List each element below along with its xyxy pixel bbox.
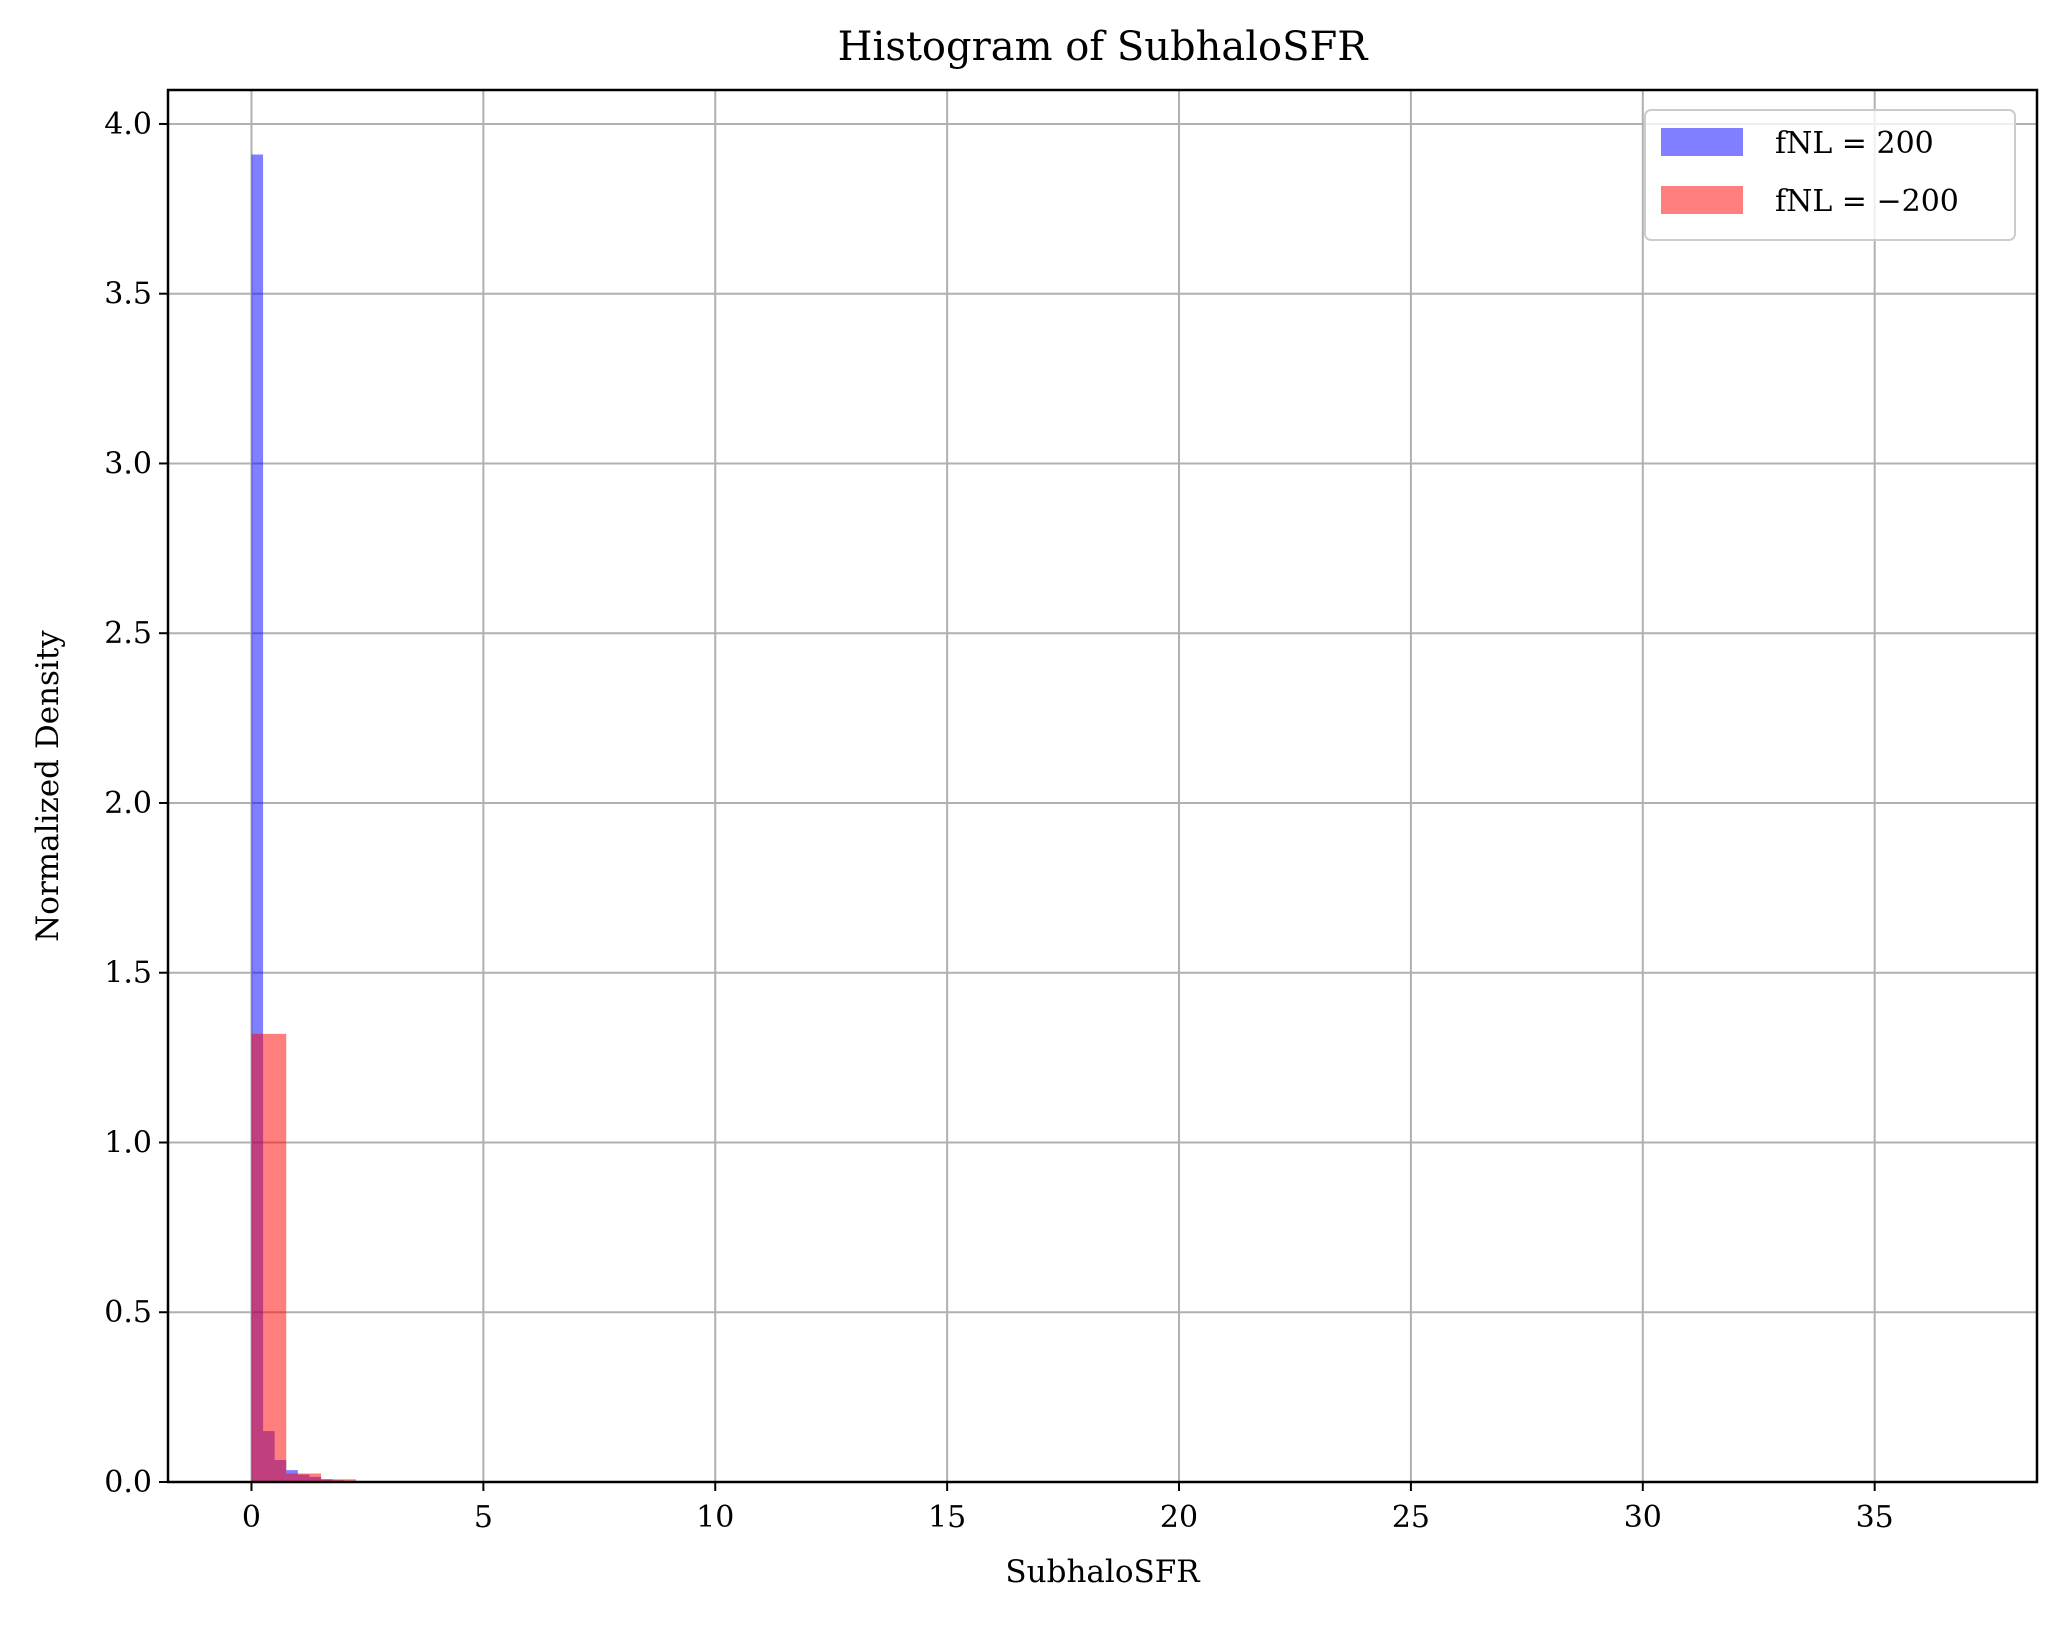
- legend-swatch-fnl-200: [1661, 128, 1743, 156]
- x-tick-label: 25: [1392, 1500, 1430, 1535]
- y-tick-label: 1.5: [104, 956, 152, 991]
- chart-title: Histogram of SubhaloSFR: [838, 24, 1370, 70]
- y-tick-label: 0.0: [104, 1465, 152, 1500]
- legend-swatch-fnl-minus-200: [1661, 186, 1743, 214]
- legend-label-fnl-minus-200: fNL = −200: [1775, 184, 1959, 219]
- y-tick-label: 1.0: [104, 1125, 152, 1160]
- x-tick-label: 5: [474, 1500, 493, 1535]
- x-axis-label: SubhaloSFR: [1005, 1554, 1201, 1590]
- grid-lines: [168, 90, 2037, 1483]
- x-tick-label: 15: [928, 1500, 966, 1535]
- histogram-bar: [251, 1033, 287, 1482]
- x-tick-label: 0: [242, 1500, 261, 1535]
- y-tick-label: 2.5: [104, 616, 152, 651]
- legend-label-fnl-200: fNL = 200: [1775, 126, 1934, 161]
- y-tick-label: 4.0: [104, 107, 152, 142]
- y-axis-label: Normalized Density: [30, 630, 66, 942]
- histogram-bar: [321, 1479, 356, 1482]
- x-tick-label: 35: [1856, 1500, 1894, 1535]
- plot-area-frame: [166, 88, 2039, 1484]
- histogram-bar: [251, 154, 264, 1482]
- histogram-bar: [286, 1473, 322, 1482]
- x-axis-ticks: 0 5 10 15 20 25 30 35: [242, 1482, 1894, 1535]
- y-axis-ticks: 0.0 0.5 1.0 1.5 2.0 2.5 3.0 3.5 4.0: [104, 107, 168, 1500]
- series-fnl-minus-200: [251, 1033, 356, 1482]
- histogram-bars: [251, 154, 356, 1482]
- y-tick-label: 0.5: [104, 1295, 152, 1330]
- legend: fNL = 200 fNL = −200: [1644, 109, 2016, 241]
- y-tick-label: 3.0: [104, 446, 152, 481]
- x-tick-label: 30: [1624, 1500, 1662, 1535]
- y-tick-label: 2.0: [104, 786, 152, 821]
- x-tick-label: 10: [696, 1500, 734, 1535]
- y-tick-label: 3.5: [104, 277, 152, 312]
- x-tick-label: 20: [1160, 1500, 1198, 1535]
